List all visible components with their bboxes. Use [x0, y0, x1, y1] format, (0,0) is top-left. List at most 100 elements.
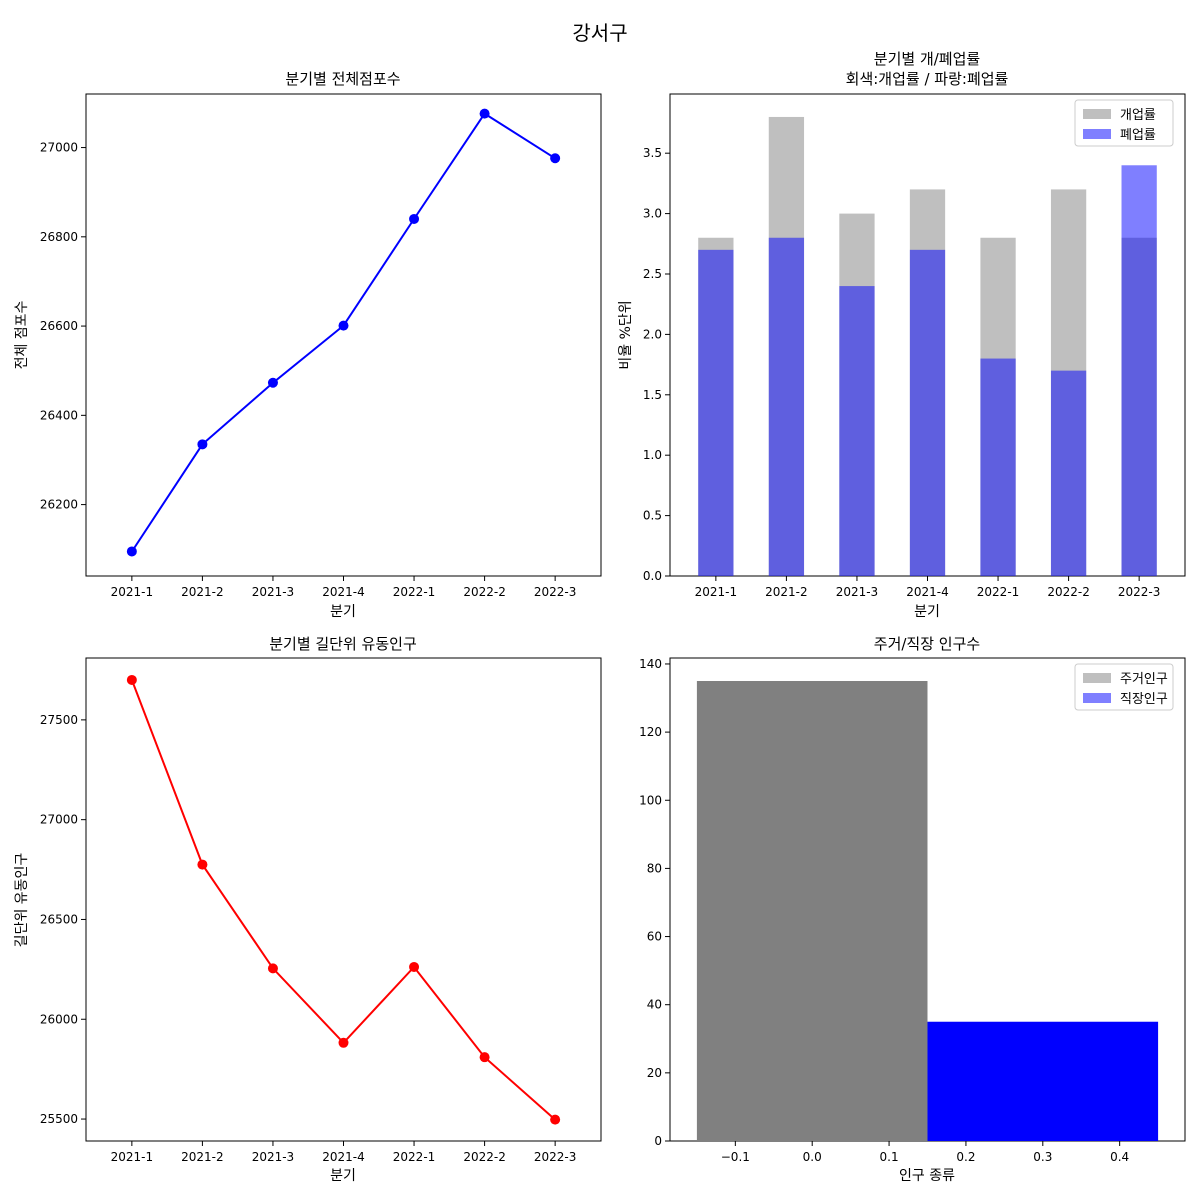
- x-tick-label: 2021-4: [322, 585, 365, 599]
- data-point: [126, 546, 137, 557]
- y-tick-label: 26600: [40, 319, 78, 333]
- panel-subtitle: 회색:개업률 / 파랑:폐업률: [846, 70, 1009, 88]
- x-tick-label: 2021-1: [695, 585, 738, 599]
- x-tick-label: 2021-4: [906, 585, 949, 599]
- data-point: [338, 1037, 349, 1048]
- bar: [839, 286, 875, 576]
- bar: [1050, 370, 1087, 576]
- x-tick-label: 2022-3: [534, 585, 577, 599]
- data-point: [267, 377, 278, 388]
- y-tick-label: 0.5: [643, 509, 662, 523]
- y-tick-label: 3.0: [643, 207, 662, 221]
- x-tick-label: 2021-4: [322, 1150, 365, 1164]
- x-tick-label: 2022-1: [393, 1150, 436, 1164]
- x-tick-label: 2022-3: [1118, 585, 1161, 599]
- panel-title: 주거/직장 인구수: [874, 635, 980, 653]
- legend-label: 주거인구: [1120, 672, 1168, 687]
- bar: [980, 358, 1016, 576]
- y-tick-label: 120: [639, 725, 662, 739]
- x-tick-label: 2022-3: [534, 1150, 577, 1164]
- x-tick-label: 2021-2: [181, 1150, 224, 1164]
- figure-suptitle: 강서구: [572, 21, 627, 45]
- x-tick-label: −0.1: [721, 1150, 750, 1164]
- x-axis-label: 분기: [914, 604, 940, 620]
- x-axis-label: 분기: [330, 604, 356, 620]
- panel-resident-worker-population: 주거/직장 인구수 인구 종류 0 20 40 60 80 100 120 140 −0.1 0.…: [639, 635, 1186, 1184]
- x-tick-label: 0.2: [956, 1150, 975, 1164]
- data-point: [197, 439, 208, 450]
- y-tick-label: 3.5: [643, 146, 662, 160]
- panel-floating-population: 분기별 길단위 유동인구 분기 길단위 유동인구 25500 26000 26500…: [14, 635, 602, 1184]
- data-point: [409, 213, 420, 224]
- y-tick-label: 140: [639, 657, 662, 671]
- y-tick-label: 26200: [40, 498, 78, 512]
- data-point: [550, 153, 561, 164]
- data-point: [267, 963, 278, 974]
- panel-title: 분기별 길단위 유동인구: [269, 635, 417, 653]
- bar: [768, 237, 805, 576]
- data-point: [479, 1052, 490, 1063]
- x-tick-label: 2021-3: [836, 585, 879, 599]
- panel-title: 분기별 개/폐업률: [874, 50, 981, 68]
- y-tick-label: 27000: [40, 141, 78, 155]
- legend-label: 폐업률: [1120, 128, 1156, 143]
- bar: [698, 249, 734, 576]
- y-tick-label: 1.0: [643, 448, 662, 462]
- x-tick-label: 2021-3: [252, 1150, 295, 1164]
- bar: [1121, 165, 1157, 576]
- bar: [927, 1021, 1159, 1141]
- x-tick-label: 0.3: [1033, 1150, 1052, 1164]
- y-axis-label: 길단위 유동인구: [14, 853, 30, 948]
- x-tick-label: 2022-2: [463, 585, 506, 599]
- y-tick-label: 26500: [40, 912, 78, 926]
- data-point: [550, 1114, 561, 1125]
- x-tick-label: 0.4: [1110, 1150, 1129, 1164]
- legend-swatch: [1083, 693, 1111, 703]
- y-axis-label: 전체 점포수: [14, 300, 30, 369]
- y-tick-label: 2.5: [643, 267, 662, 281]
- data-point: [479, 108, 490, 119]
- y-tick-label: 25500: [40, 1112, 78, 1126]
- data-point: [197, 859, 208, 870]
- y-tick-label: 0.0: [643, 569, 662, 583]
- legend-swatch: [1083, 109, 1111, 119]
- y-tick-label: 80: [647, 861, 662, 875]
- panel-open-close-rate: 분기별 개/폐업률 회색:개업률 / 파랑:폐업률 분기 비율 %단위 0.0 0…: [618, 50, 1186, 620]
- legend-label: 직장인구: [1120, 692, 1168, 707]
- data-point: [338, 320, 349, 331]
- y-tick-label: 100: [639, 793, 662, 807]
- x-tick-label: 2021-2: [181, 585, 224, 599]
- x-tick-label: 0.0: [803, 1150, 822, 1164]
- y-tick-label: 27500: [40, 713, 78, 727]
- x-axis-label: 분기: [330, 1168, 356, 1184]
- panel-store-count: 분기별 전체점포수 분기 전체 점포수 26200 26400 26600 26800…: [14, 70, 602, 620]
- x-tick-label: 2021-1: [111, 1150, 154, 1164]
- y-tick-label: 2.0: [643, 327, 662, 341]
- y-tick-label: 26000: [40, 1012, 78, 1026]
- y-tick-label: 1.5: [643, 388, 662, 402]
- x-tick-label: 2021-1: [111, 585, 154, 599]
- y-tick-label: 60: [647, 930, 662, 944]
- y-tick-label: 26800: [40, 230, 78, 244]
- x-tick-label: 2022-1: [977, 585, 1020, 599]
- x-tick-label: 2021-2: [765, 585, 808, 599]
- y-tick-label: 20: [647, 1066, 662, 1080]
- data-point: [126, 674, 137, 685]
- x-tick-label: 2021-3: [252, 585, 295, 599]
- legend-swatch: [1083, 129, 1111, 139]
- bar: [696, 681, 928, 1141]
- y-tick-label: 27000: [40, 813, 78, 827]
- bar: [909, 249, 946, 576]
- x-tick-label: 2022-2: [463, 1150, 506, 1164]
- y-axis-label: 비율 %단위: [618, 300, 634, 369]
- x-tick-label: 0.1: [880, 1150, 899, 1164]
- legend-swatch: [1083, 673, 1111, 683]
- y-tick-label: 26400: [40, 408, 78, 422]
- x-tick-label: 2022-1: [393, 585, 436, 599]
- y-tick-label: 0: [654, 1134, 662, 1148]
- panel-title: 분기별 전체점포수: [285, 70, 400, 88]
- x-axis-label: 인구 종류: [899, 1168, 955, 1184]
- data-point: [409, 961, 420, 972]
- y-tick-label: 40: [647, 998, 662, 1012]
